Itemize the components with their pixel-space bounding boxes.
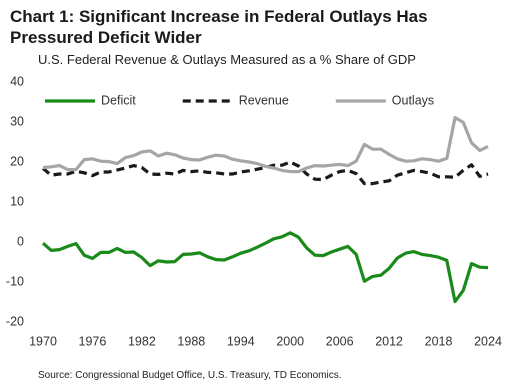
- series-line: [41, 160, 489, 186]
- x-tick-label: 2018: [425, 334, 453, 348]
- x-tick-label: 1994: [227, 334, 255, 348]
- x-tick-label: 2024: [474, 334, 502, 348]
- y-tick-label: -20: [6, 314, 24, 328]
- x-tick-label: 2012: [375, 334, 403, 348]
- legend-label: Revenue: [239, 93, 289, 107]
- x-tick-label: 1976: [79, 334, 107, 348]
- x-tick-label: 1988: [177, 334, 205, 348]
- y-tick-label: 20: [10, 154, 24, 168]
- source-note: Source: Congressional Budget Office, U.S…: [38, 370, 342, 381]
- y-tick-label: 10: [10, 194, 24, 208]
- y-tick-label: 40: [10, 74, 24, 88]
- chart-title: Chart 1: Significant Increase in Federal…: [10, 7, 428, 47]
- series-line: [41, 231, 489, 304]
- x-tick-label: 1970: [29, 334, 57, 348]
- y-tick-label: 30: [10, 114, 24, 128]
- y-tick-label: -10: [6, 274, 24, 288]
- series-line: [42, 116, 489, 174]
- x-tick-label: 2006: [326, 334, 354, 348]
- x-tick-label: 1982: [128, 334, 156, 348]
- chart-subtitle: U.S. Federal Revenue & Outlays Measured …: [38, 52, 416, 67]
- legend-label: Outlays: [392, 93, 434, 107]
- legend-label: Deficit: [101, 93, 136, 107]
- y-tick-label: 0: [17, 234, 24, 248]
- x-tick-label: 2000: [276, 334, 304, 348]
